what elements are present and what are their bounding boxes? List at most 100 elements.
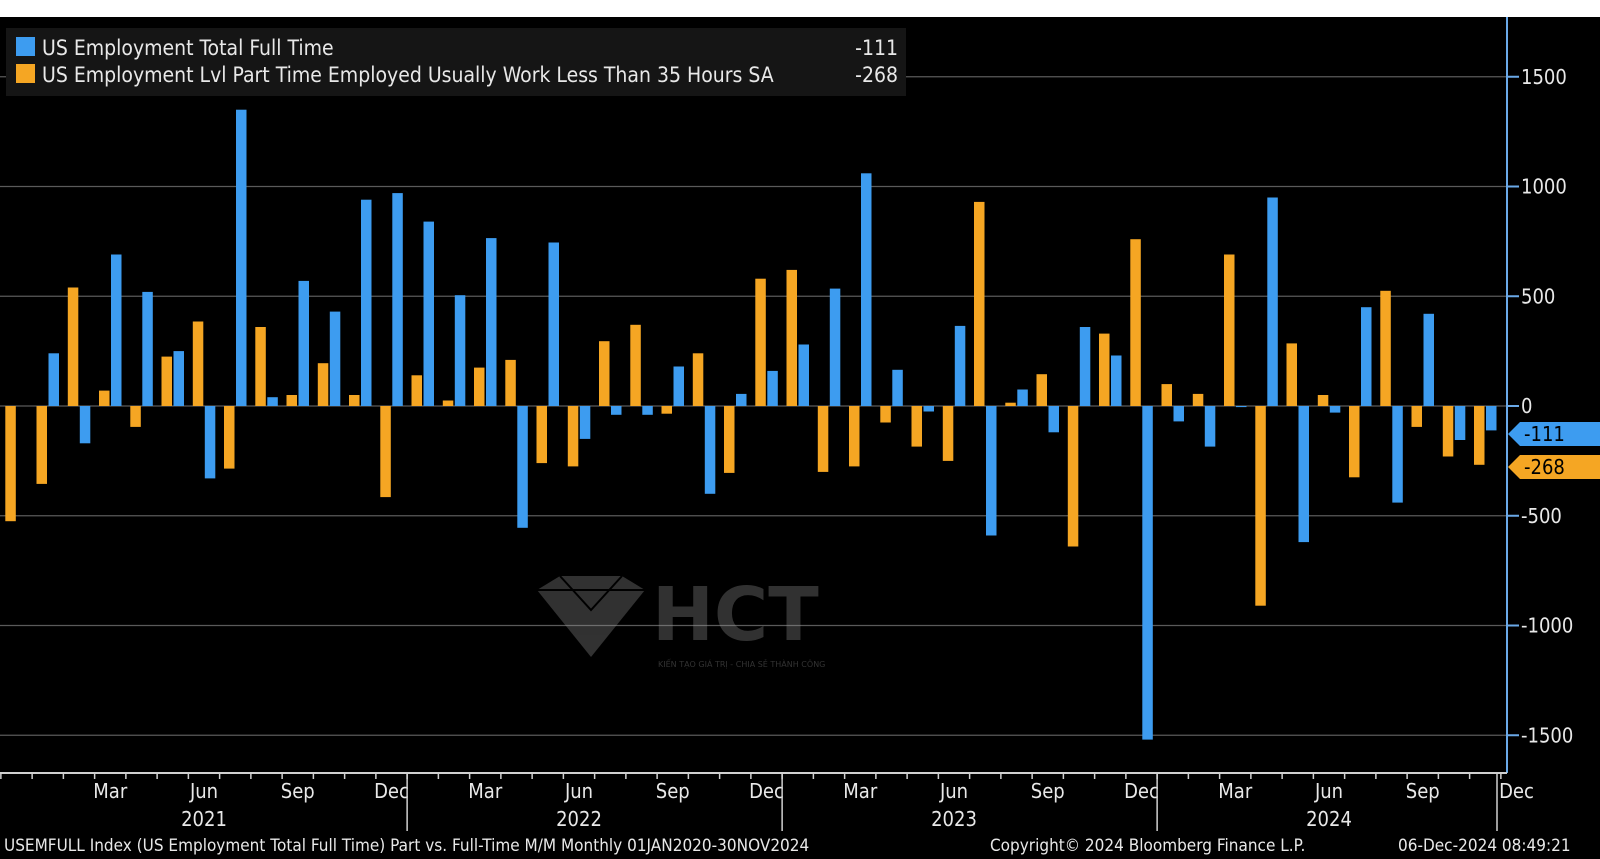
legend-background [6, 28, 906, 96]
x-tick-label: Jun [189, 779, 218, 803]
x-tick-label: Mar [93, 779, 128, 803]
bar-part-time [1474, 406, 1485, 465]
x-tick-label: Dec [749, 779, 784, 803]
bar-part-time [1161, 384, 1172, 406]
bar-part-time [630, 324, 641, 406]
bar-full-time [1486, 406, 1497, 431]
footer-description: USEMFULL Index (US Employment Total Full… [4, 836, 810, 856]
x-tick-label: Dec [1124, 779, 1159, 803]
bar-full-time [611, 406, 622, 415]
bar-part-time [99, 390, 110, 406]
bar-full-time [642, 406, 653, 415]
bar-part-time [817, 406, 829, 472]
bar-full-time [1236, 406, 1247, 408]
bar-part-time [661, 406, 672, 414]
last-value-tag-text: -111 [1524, 422, 1565, 446]
bar-part-time [1442, 406, 1454, 457]
axes: 1500 1000 500 0 -500 -1000 -1500 Mar Jun Sep Dec Ma… [0, 17, 1573, 831]
bar-full-time [1423, 313, 1434, 406]
bar-part-time [1286, 343, 1297, 406]
bar-full-time [454, 295, 466, 406]
bar-part-time [224, 406, 235, 469]
bar-full-time [1079, 327, 1091, 406]
x-tick-label: Jun [1314, 779, 1343, 803]
bar-full-time [236, 109, 247, 406]
bar-full-time [704, 406, 716, 494]
legend-value-full-time: -111 [855, 36, 898, 60]
diamond-logo-icon [537, 576, 645, 657]
bar-part-time [755, 278, 766, 406]
bar-part-time [1130, 239, 1141, 406]
bar-part-time [286, 395, 297, 406]
x-tick-label: Sep [1406, 779, 1440, 803]
bar-full-time [736, 393, 747, 406]
bar-full-time [1454, 406, 1466, 440]
bar-part-time [442, 400, 454, 406]
bar-part-time [349, 395, 360, 406]
bar-full-time [986, 406, 997, 536]
bar-full-time [1298, 406, 1309, 543]
bar-part-time [849, 406, 860, 467]
bar-part-time [474, 367, 485, 406]
last-value-tag-part-time: -268 [1508, 455, 1600, 479]
bar-part-time [1224, 254, 1235, 406]
x-tick-label: Mar [1218, 779, 1253, 803]
bar-full-time [1329, 406, 1341, 413]
x-tick-label: Jun [564, 779, 593, 803]
bar-part-time [1192, 393, 1204, 406]
bar-full-time [892, 369, 903, 406]
bar-part-time [255, 327, 266, 406]
bar-full-time [923, 406, 934, 412]
bar-full-time [1017, 389, 1028, 406]
bar-part-time [567, 406, 579, 467]
bar-part-time [786, 269, 797, 406]
last-value-tag-text: -268 [1524, 455, 1565, 479]
chart-background [0, 17, 1600, 859]
bar-part-time [1099, 333, 1110, 406]
footer-copyright: Copyright© 2024 Bloomberg Finance L.P. [990, 836, 1306, 856]
bar-full-time [79, 406, 91, 444]
bar-full-time [329, 311, 341, 406]
bar-full-time [486, 238, 497, 406]
x-tick-label: Sep [281, 779, 315, 803]
bar-part-time [1005, 402, 1016, 406]
bar-part-time [67, 287, 79, 406]
bar-part-time [1036, 374, 1047, 406]
bar-part-time [1255, 406, 1266, 606]
x-year-label: 2024 [1306, 807, 1352, 831]
bar-part-time [599, 341, 610, 406]
bar-full-time [798, 344, 809, 406]
x-year-label: 2021 [181, 807, 227, 831]
watermark-tagline: KIẾN TẠO GIÁ TRỊ - CHIA SẺ THÀNH CÔNG [658, 658, 825, 670]
bar-part-time [317, 363, 329, 406]
y-tick-label: -1000 [1521, 614, 1573, 638]
bar-part-time [192, 321, 204, 406]
bar-full-time [1204, 406, 1216, 447]
bar-full-time [423, 221, 434, 406]
bar-part-time [724, 406, 735, 473]
last-value-tag-full-time: -111 [1508, 422, 1600, 446]
legend-value-part-time: -268 [855, 63, 898, 87]
bar-full-time [204, 406, 216, 479]
bar-full-time [361, 199, 372, 406]
bar-full-time [392, 193, 403, 406]
bar-part-time [5, 406, 16, 522]
bar-full-time [767, 370, 778, 406]
bar-full-time [267, 397, 278, 406]
bar-full-time [673, 366, 684, 406]
bar-part-time [411, 375, 422, 406]
y-tick-label: -1500 [1521, 723, 1573, 747]
bar-part-time [692, 353, 704, 406]
y-tick-label: 500 [1521, 284, 1555, 308]
bar-part-time [1380, 290, 1391, 406]
bar-full-time [1142, 406, 1153, 740]
bar-full-time [579, 406, 591, 439]
legend-swatch-part-time [16, 64, 35, 83]
bar-part-time [974, 201, 985, 406]
bar-full-time [1361, 307, 1372, 406]
bar-full-time [1048, 406, 1059, 433]
bar-full-time [1173, 406, 1184, 422]
x-year-label: 2023 [931, 807, 977, 831]
legend-label-part-time: US Employment Lvl Part Time Employed Usu… [42, 63, 774, 87]
hct-watermark: HCT KIẾN TẠO GIÁ TRỊ - CHIA SẺ THÀNH CÔN… [537, 572, 825, 670]
